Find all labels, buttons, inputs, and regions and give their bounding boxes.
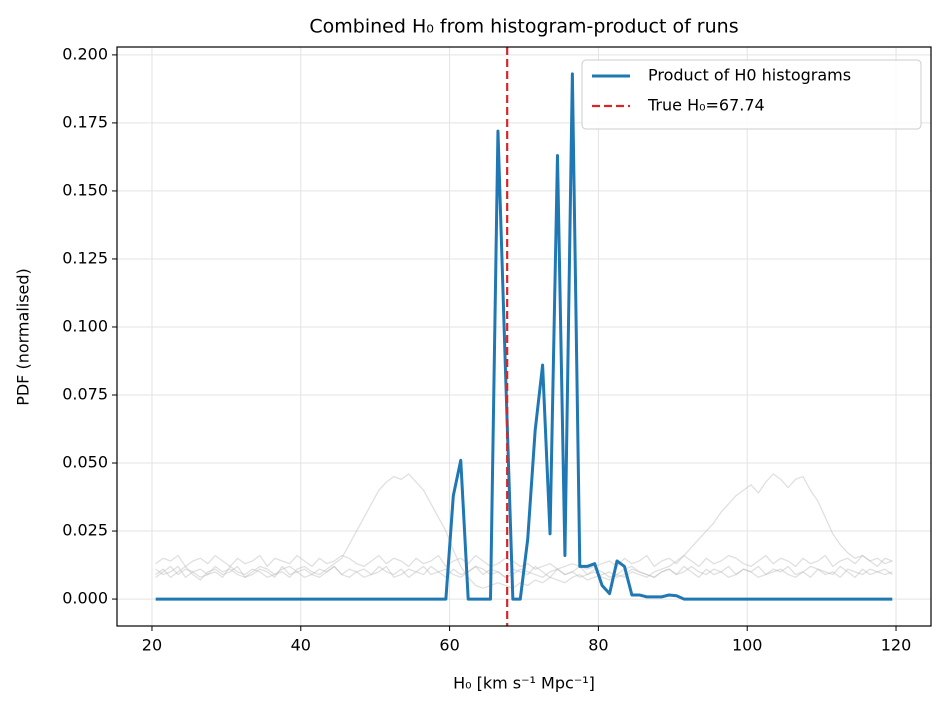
y-tick-label: 0.000	[62, 589, 108, 608]
x-tick-label: 120	[881, 636, 912, 655]
axes-frame	[116, 46, 932, 627]
x-tick-label: 100	[732, 636, 763, 655]
y-tick-label: 0.175	[62, 112, 108, 131]
x-axis-label: H₀ [km s⁻¹ Mpc⁻¹]	[453, 674, 595, 693]
x-tick-label: 60	[439, 636, 459, 655]
x-tick-label: 40	[291, 636, 311, 655]
legend-box	[581, 59, 922, 130]
y-tick-label: 0.100	[62, 316, 108, 335]
x-tick-label: 80	[588, 636, 608, 655]
y-tick-label: 0.025	[62, 521, 108, 540]
chart-title: Combined H₀ from histogram-product of ru…	[309, 16, 738, 38]
legend-label: True H₀=67.74	[647, 96, 765, 115]
run-line	[155, 473, 893, 589]
y-tick-label: 0.150	[62, 180, 108, 199]
y-tick-label: 0.125	[62, 248, 108, 267]
y-axis-label: PDF (normalised)	[14, 268, 33, 406]
y-tick-label: 0.075	[62, 384, 108, 403]
plot-area	[117, 47, 931, 626]
x-tick-label: 20	[142, 636, 162, 655]
y-tick-label: 0.050	[62, 453, 108, 472]
legend-label: Product of H0 histograms	[648, 66, 851, 85]
y-tick-label: 0.200	[62, 44, 108, 63]
series-line	[155, 72, 893, 601]
